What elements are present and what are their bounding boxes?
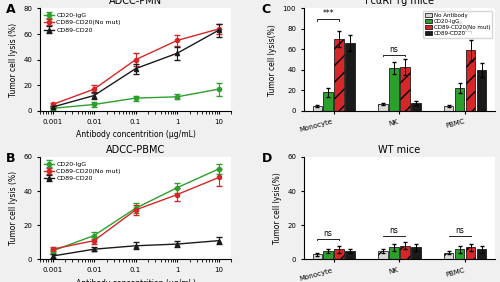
Y-axis label: Tumor cell lysis (%): Tumor cell lysis (%) [9, 171, 18, 245]
Bar [378, 104, 388, 111]
Bar [455, 88, 464, 111]
Y-axis label: Tumor cell lysis(%): Tumor cell lysis(%) [268, 24, 277, 96]
Text: ns: ns [390, 226, 398, 235]
Legend: No Antibody, CD20-IgG, CD89-CD20(No mut), CD89-CD20: No Antibody, CD20-IgG, CD89-CD20(No mut)… [424, 11, 492, 38]
Bar [411, 103, 420, 111]
Bar [312, 254, 322, 259]
Title: WT mice: WT mice [378, 145, 420, 155]
Bar [334, 39, 344, 111]
Bar [390, 248, 398, 259]
Text: A: A [6, 3, 15, 16]
Bar [400, 67, 409, 111]
X-axis label: Antibody concentrition (μg/mL): Antibody concentrition (μg/mL) [76, 279, 196, 282]
Bar [346, 251, 354, 259]
Text: ns: ns [456, 226, 464, 235]
Text: ***: *** [322, 9, 334, 18]
Y-axis label: Tumor cell lysis (%): Tumor cell lysis (%) [9, 23, 18, 97]
Bar [466, 248, 475, 259]
Bar [477, 70, 486, 111]
Bar [444, 253, 454, 259]
X-axis label: Antibody concentrition (μg/mL): Antibody concentrition (μg/mL) [76, 130, 196, 139]
Text: C: C [262, 3, 271, 16]
Text: D: D [262, 152, 272, 165]
Bar [324, 251, 333, 259]
Bar [466, 50, 475, 111]
Text: **: ** [456, 21, 464, 30]
Bar [390, 68, 398, 111]
Bar [334, 249, 344, 259]
Bar [378, 251, 388, 259]
Title: ADCC-PBMC: ADCC-PBMC [106, 145, 165, 155]
Bar [400, 246, 409, 259]
Legend: CD20-IgG, CD89-CD20(No mut), CD89-CD20: CD20-IgG, CD89-CD20(No mut), CD89-CD20 [43, 160, 122, 182]
Bar [324, 92, 333, 111]
Text: ns: ns [324, 229, 332, 238]
Bar [411, 248, 420, 259]
Bar [477, 249, 486, 259]
Bar [346, 43, 354, 111]
Text: B: B [6, 152, 15, 165]
Title: ADCC-PMN: ADCC-PMN [109, 0, 162, 6]
Text: ns: ns [390, 45, 398, 54]
Bar [444, 106, 454, 111]
Bar [312, 106, 322, 111]
Bar [455, 249, 464, 259]
Legend: CD20-IgG, CD89-CD20(No mut), CD89-CD20: CD20-IgG, CD89-CD20(No mut), CD89-CD20 [43, 12, 122, 34]
Y-axis label: Tumor cell lysis(%): Tumor cell lysis(%) [272, 172, 281, 244]
Title: FcαRI Tg mice: FcαRI Tg mice [365, 0, 434, 6]
